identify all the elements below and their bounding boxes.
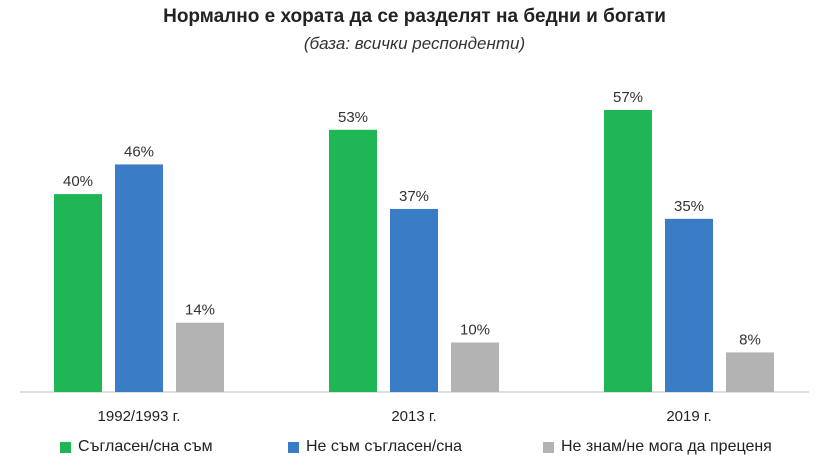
- bar: [54, 194, 102, 392]
- chart-title: Нормално е хората да се разделят на бедн…: [163, 6, 666, 27]
- data-label: 53%: [338, 109, 368, 126]
- legend: Съгласен/сна съм Не съм съгласен/сна Не …: [0, 438, 829, 462]
- legend-label-agree: Съгласен/сна съм: [78, 438, 213, 455]
- data-label: 37%: [399, 188, 429, 205]
- bar: [604, 110, 652, 392]
- category-label: 2019 г.: [666, 408, 711, 425]
- legend-label-disagree: Не съм съгласен/сна: [306, 438, 462, 455]
- bar-chart: 40% 46% 14% 1992/1993 г. 53% 37% 10% 2013 г. 57%…: [20, 89, 809, 425]
- category-label: 1992/1993 г.: [98, 408, 181, 425]
- data-label: 10%: [460, 322, 490, 339]
- bar: [726, 352, 774, 392]
- data-label: 8%: [739, 331, 761, 348]
- bar: [176, 322, 224, 392]
- chart-subtitle: (база: всички респонденти): [303, 34, 526, 53]
- legend-swatch-dont-know: [543, 441, 554, 453]
- legend-item-dont-know: Не знам/не мога да преценя: [543, 438, 772, 456]
- legend-item-disagree: Не съм съгласен/сна: [288, 438, 462, 456]
- bar: [665, 218, 713, 392]
- category-label: 2013 г.: [391, 408, 436, 425]
- data-label: 35%: [674, 198, 704, 215]
- data-label: 14%: [185, 302, 215, 319]
- bar: [115, 164, 163, 392]
- bar: [390, 208, 438, 392]
- legend-swatch-disagree: [288, 441, 299, 453]
- legend-label-dont-know: Не знам/не мога да преценя: [561, 438, 772, 455]
- data-label: 46%: [124, 143, 154, 160]
- data-label: 40%: [63, 173, 93, 190]
- legend-item-agree: Съгласен/сна съм: [60, 438, 213, 456]
- bar: [451, 342, 499, 392]
- data-label: 57%: [613, 89, 643, 106]
- legend-swatch-agree: [60, 441, 71, 453]
- bar: [329, 129, 377, 392]
